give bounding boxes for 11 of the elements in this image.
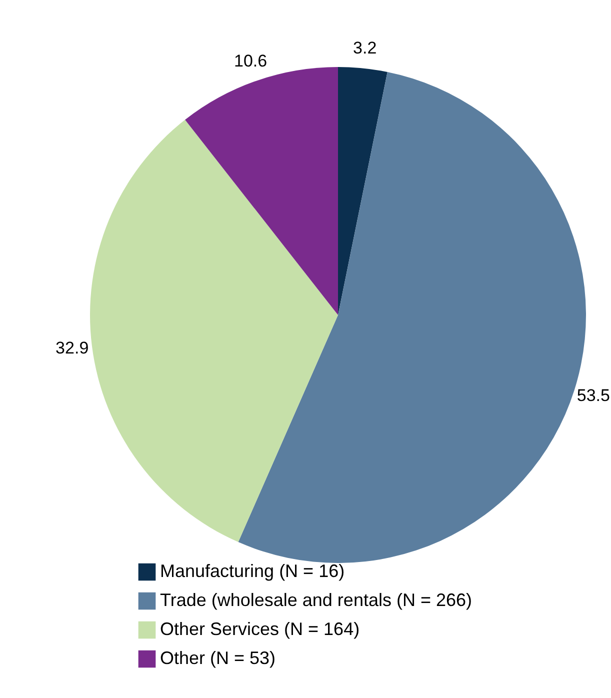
data-label: 3.2 xyxy=(353,38,377,58)
data-label: 10.6 xyxy=(234,52,268,71)
data-label: 32.9 xyxy=(56,338,89,358)
pie-slice xyxy=(185,67,338,315)
legend-label: Trade (wholesale and rentals (N = 266) xyxy=(160,590,472,610)
legend-label: Other (N = 53) xyxy=(160,648,276,668)
legend-label: Manufacturing (N = 16) xyxy=(160,561,345,581)
legend-label: Other Services (N = 164) xyxy=(160,619,360,639)
pie-slice xyxy=(338,67,388,315)
pie-slice xyxy=(90,120,338,542)
data-label: 53.5 xyxy=(576,386,610,406)
